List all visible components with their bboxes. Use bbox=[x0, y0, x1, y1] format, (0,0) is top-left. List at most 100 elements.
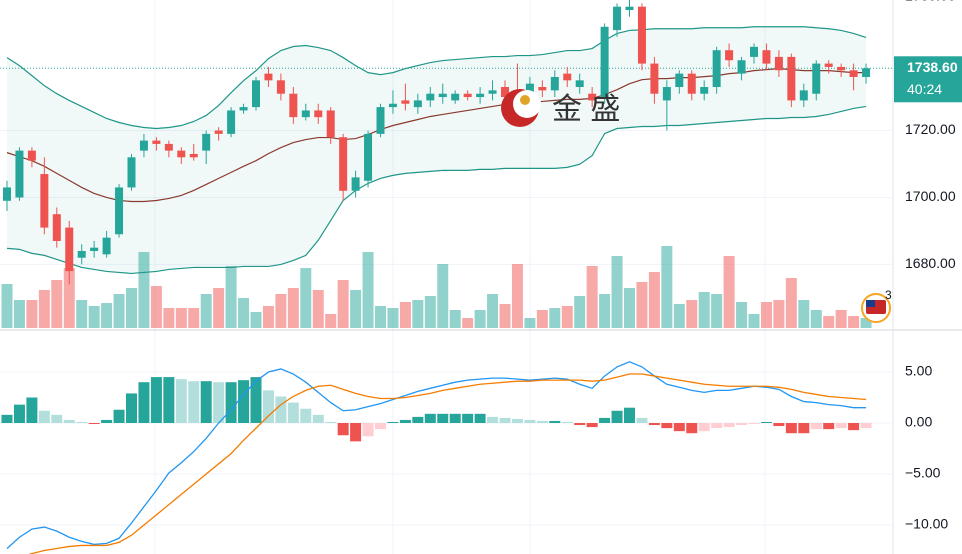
histogram-bar bbox=[163, 377, 175, 424]
candle-body bbox=[189, 153, 198, 158]
candle-body bbox=[252, 80, 260, 108]
candle-body bbox=[139, 140, 148, 151]
y-tick-label: 5.00 bbox=[905, 363, 932, 379]
histogram-bar bbox=[723, 423, 735, 428]
volume-bar bbox=[723, 256, 735, 328]
volume-bar bbox=[449, 310, 461, 328]
volume-bar bbox=[175, 308, 187, 328]
candle-body bbox=[625, 6, 634, 11]
histogram-bar bbox=[810, 423, 822, 430]
volume-bar bbox=[262, 306, 274, 328]
histogram-bar bbox=[773, 423, 785, 427]
volume-bar bbox=[275, 294, 287, 328]
candle-body bbox=[774, 56, 783, 71]
histogram-bar bbox=[499, 417, 511, 424]
band-lower bbox=[6, 105, 867, 275]
histogram-bar bbox=[561, 421, 573, 424]
candle-body bbox=[700, 87, 709, 94]
candle-body bbox=[264, 73, 273, 81]
candle-body bbox=[725, 50, 734, 61]
candle-body bbox=[351, 177, 360, 191]
histogram-bar bbox=[661, 423, 673, 429]
histogram-bar bbox=[412, 416, 424, 424]
candle-body bbox=[588, 93, 597, 101]
histogram-bar bbox=[250, 377, 262, 424]
histogram-bar bbox=[188, 381, 200, 424]
candle-body bbox=[525, 83, 534, 94]
histogram-bar bbox=[38, 410, 50, 424]
candle-body bbox=[152, 140, 161, 144]
histogram-bar bbox=[711, 423, 723, 429]
histogram-bar bbox=[26, 397, 38, 424]
histogram-bar bbox=[823, 423, 835, 430]
candle-body bbox=[488, 90, 497, 94]
y-tick-label: 1700.00 bbox=[905, 188, 956, 204]
volume-bar bbox=[13, 300, 25, 328]
candle-body bbox=[202, 133, 211, 151]
last-price-label: 1738.60 bbox=[907, 59, 958, 75]
candle-body bbox=[812, 63, 821, 94]
candle-body bbox=[737, 60, 746, 74]
volume-bar bbox=[561, 306, 573, 328]
volume-bar bbox=[437, 264, 449, 328]
candle-body bbox=[824, 63, 833, 67]
volume-bar bbox=[474, 310, 486, 328]
volume-bar bbox=[798, 300, 810, 328]
candle-body bbox=[563, 73, 572, 81]
candle-body bbox=[15, 150, 24, 198]
volume-bar bbox=[225, 266, 237, 328]
volume-bar bbox=[287, 288, 299, 328]
volume-bar bbox=[138, 252, 150, 328]
candle-body bbox=[662, 87, 671, 101]
histogram-bar bbox=[350, 423, 362, 442]
volume-bar bbox=[835, 310, 847, 328]
volume-bar bbox=[673, 304, 685, 328]
candle-body bbox=[102, 237, 111, 255]
volume-bar bbox=[549, 308, 561, 328]
candle-body bbox=[463, 93, 472, 98]
volume-bar bbox=[611, 256, 623, 328]
histogram-bar bbox=[549, 420, 561, 424]
histogram-bar bbox=[785, 423, 797, 434]
volume-bar bbox=[238, 298, 250, 328]
histogram-bar bbox=[673, 423, 685, 432]
volume-bar bbox=[860, 318, 872, 328]
candle-body bbox=[301, 110, 310, 118]
volume-bar bbox=[300, 268, 312, 328]
y-tick-label: −5.00 bbox=[905, 465, 941, 481]
volume-bar bbox=[499, 304, 511, 328]
candle-body bbox=[326, 110, 335, 138]
volume-bar bbox=[362, 252, 374, 328]
histogram-bar bbox=[760, 421, 772, 424]
histogram-bar bbox=[848, 423, 860, 431]
volume-bar bbox=[785, 278, 797, 328]
histogram-bar bbox=[748, 423, 760, 425]
histogram-bar bbox=[275, 396, 287, 424]
volume-bar bbox=[636, 282, 648, 328]
histogram-bar bbox=[736, 423, 748, 426]
candle-body bbox=[849, 70, 858, 77]
histogram-bar bbox=[536, 420, 548, 424]
histogram-bar bbox=[462, 413, 474, 424]
histogram-bar bbox=[835, 423, 847, 429]
price-tag bbox=[894, 56, 962, 103]
candle-body bbox=[426, 93, 435, 101]
volume-bar bbox=[250, 312, 262, 328]
candle-body bbox=[127, 157, 136, 188]
volume-bar bbox=[736, 302, 748, 328]
volume-bar bbox=[698, 292, 710, 328]
volume-bar bbox=[748, 314, 760, 328]
candle-body bbox=[538, 87, 547, 91]
volume-bar bbox=[412, 300, 424, 328]
candle-body bbox=[550, 76, 559, 91]
histogram-bar bbox=[76, 421, 88, 424]
watermark: 金 盛 bbox=[552, 93, 620, 126]
candle-body bbox=[687, 73, 696, 94]
candle-body bbox=[762, 50, 771, 64]
histogram-bar bbox=[387, 421, 399, 424]
volume-bar bbox=[823, 316, 835, 328]
histogram-bar bbox=[300, 408, 312, 424]
logo-dot bbox=[520, 95, 530, 105]
candle-body bbox=[799, 90, 808, 101]
volume-bar bbox=[487, 294, 499, 328]
